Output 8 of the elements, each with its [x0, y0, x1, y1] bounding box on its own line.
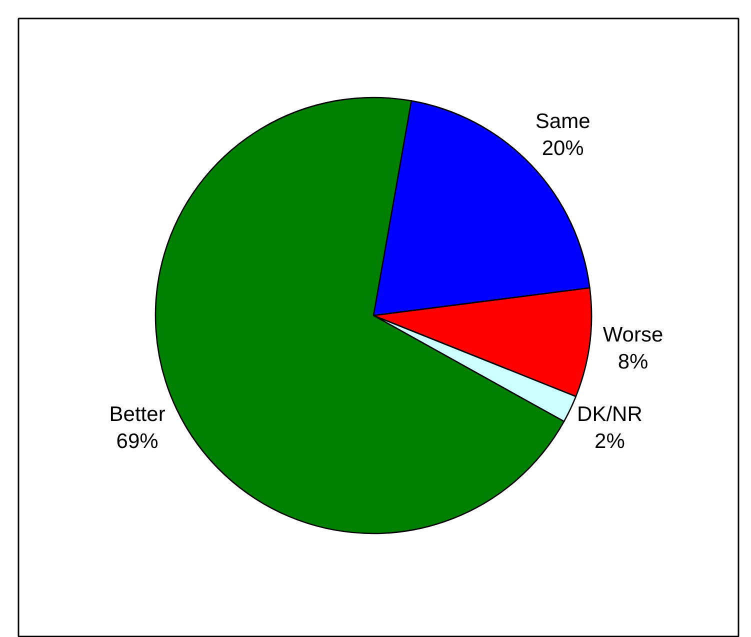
- slice-label: Worse: [602, 324, 664, 347]
- data-label: 2%: [594, 430, 625, 453]
- slice-label: Same: [535, 110, 590, 133]
- slice-label: Better: [109, 402, 166, 426]
- data-label: 20%: [542, 136, 584, 160]
- data-label: 69%: [116, 430, 158, 453]
- slice-label: DK/NR: [577, 402, 642, 426]
- data-label: 8%: [618, 350, 648, 374]
